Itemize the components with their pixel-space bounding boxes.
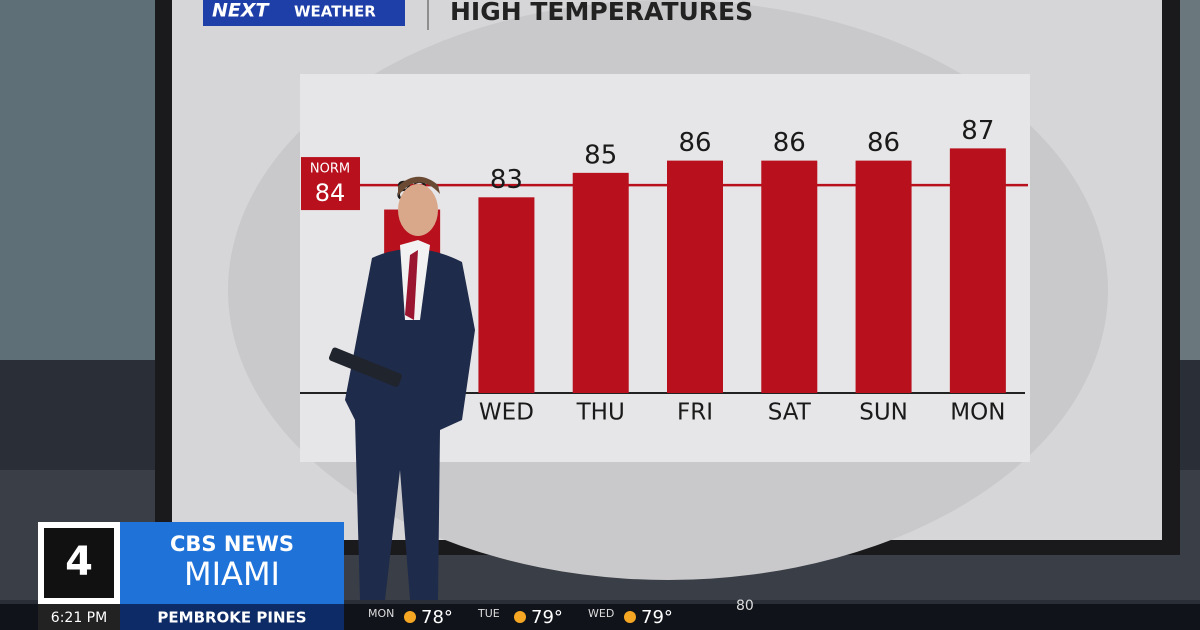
bar [855,160,912,393]
city: MIAMI [184,555,280,593]
sun-icon [514,611,526,623]
x-tick-label: MON [950,400,1005,426]
x-tick-label: WED [479,400,534,426]
norm-box [301,157,360,211]
value-label: 86 [678,128,711,158]
brand-box [203,0,405,26]
bar [761,160,818,393]
sun-icon [404,611,416,623]
ticker-partial: 80 [736,598,754,614]
network: CBS NEWS [170,532,294,556]
value-label: 87 [961,116,994,146]
brand: NEXT [212,0,271,22]
bar [667,160,723,393]
time-box [38,604,120,630]
channel-inner [44,528,114,598]
station-box [120,522,344,604]
x-tick-label: SAT [768,400,812,426]
value-label: 85 [584,140,617,170]
value-label: 83 [490,165,523,195]
norm-label: NORM [310,162,350,177]
ticker-temp: 79° [531,607,563,628]
x-tick-label: SUN [859,400,908,426]
norm-value: 84 [315,179,346,207]
bar [478,197,535,393]
value-label: 86 [867,128,900,158]
forecast-strip: MON 78° TUE 79° WED 79° [368,607,673,628]
brand-sub: WEATHER [294,3,376,21]
ticker-temp: 79° [641,607,673,628]
bar [572,172,629,393]
ticker-temp: 78° [421,607,453,628]
ticker-day: TUE [477,607,500,620]
chart-title: HIGH TEMPERATURES [450,0,753,26]
bar [949,148,1006,393]
location: PEMBROKE PINES [157,609,306,627]
ticker-day: WED [588,607,614,620]
channel: 4 [65,539,93,585]
x-tick-label: THU [576,400,625,426]
time: 6:21 PM [51,610,107,626]
window-left [0,0,160,360]
ticker-day: MON [368,607,394,620]
location-box [120,604,344,630]
presenter [328,176,475,600]
value-label: 86 [773,128,806,158]
sun-icon [624,611,636,623]
x-tick-label: FRI [677,400,713,426]
